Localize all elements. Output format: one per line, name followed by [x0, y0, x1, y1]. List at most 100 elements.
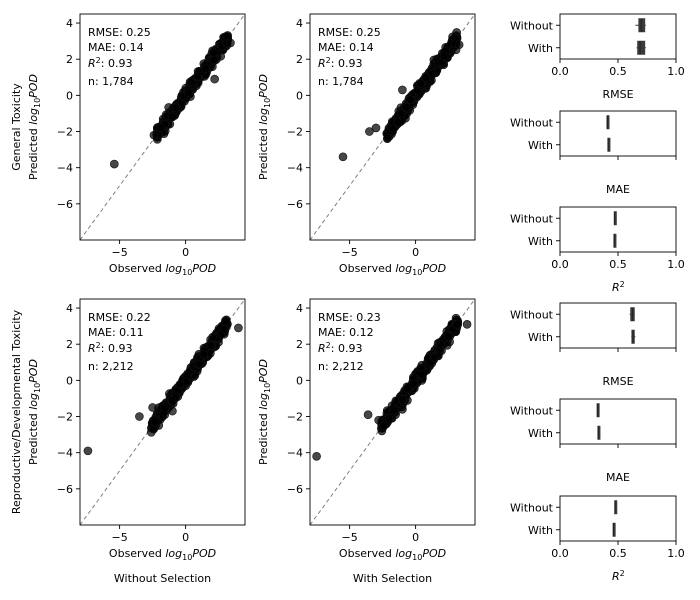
column-label: Without Selection [114, 572, 211, 585]
box-body [637, 40, 646, 55]
box-body [638, 18, 646, 33]
y-tick-label: −6 [57, 198, 73, 211]
y-axis-label: Predicted log10POD [257, 359, 272, 465]
category-label: Without [510, 19, 554, 32]
scatter-point [149, 130, 159, 140]
scatter-point [365, 127, 374, 136]
scatter-point [226, 38, 235, 48]
scatter-point [462, 320, 472, 329]
category-label: With [528, 427, 553, 440]
scatter-point [312, 451, 321, 461]
y-tick-label: 0 [66, 374, 73, 387]
plot-area [310, 14, 475, 240]
scatter-point [388, 124, 398, 134]
scatter-point [149, 424, 158, 434]
stat-n: n: 2,212 [88, 360, 134, 373]
axes-frame [79, 298, 246, 526]
x-axis-label: RMSE [602, 375, 633, 388]
y-tick-label: 0 [66, 89, 73, 102]
x-tick-label: 0 [182, 246, 189, 259]
x-tick-label: 1.0 [667, 258, 685, 271]
stat-mae: MAE: 0.14 [88, 41, 144, 54]
y-tick-label: 4 [296, 302, 303, 315]
y-tick-label: 2 [66, 53, 73, 66]
scatter-point [208, 332, 217, 342]
stat-rmse: RMSE: 0.23 [318, 311, 381, 324]
x-tick-label: 1.0 [667, 65, 685, 78]
x-axis-label: Observed log10POD [339, 262, 446, 277]
x-axis-label: MAE [606, 183, 630, 196]
scatter-panel-gt-with: −5 0 −6 −4 −2 0 2 4 RMSE: 0.25 MAE: 0.14 R2: 0.93 n… [257, 13, 476, 277]
y-tick-label: 0 [296, 374, 303, 387]
x-axis-label: Observed log10POD [339, 547, 446, 562]
scatter-point [396, 109, 406, 119]
y-tick-label: 4 [296, 17, 303, 30]
scatter-point [371, 123, 381, 133]
y-tick-label: 4 [66, 302, 73, 315]
scatter-point [168, 112, 177, 122]
x-tick-label: 0.5 [609, 547, 627, 560]
scatter-point [186, 77, 196, 87]
metric-panel-rdt-mae: Without With MAE [510, 398, 677, 484]
stat-r2: R2: 0.93 [318, 56, 362, 70]
scatter-point [454, 40, 464, 50]
scatter-point [416, 79, 425, 88]
x-tick-label: 0 [412, 531, 419, 544]
x-tick-label: 0.0 [551, 258, 569, 271]
scatter-point [363, 410, 373, 420]
axes-frame [309, 13, 476, 241]
y-tick-label: 2 [296, 53, 303, 66]
scatter-point [444, 332, 453, 341]
metric-panel-rdt-rmse: Without With RMSE [510, 302, 677, 388]
scatter-point [338, 152, 348, 162]
category-label: Without [510, 212, 554, 225]
scatter-panel-rdt-without: −5 0 −6 −4 −2 0 2 4 RMSE: 0.22 MAE: 0.11 R2: 0.93 n… [10, 298, 246, 585]
axes-frame [559, 13, 677, 60]
x-tick-label: −5 [111, 531, 127, 544]
x-axis-label: Observed log10POD [109, 262, 216, 277]
scatter-point [156, 123, 165, 133]
scatter-point [429, 353, 439, 362]
scatter-point [159, 403, 169, 413]
scatter-panel-rdt-with: −5 0 −6 −4 −2 0 2 4 RMSE: 0.23 MAE: 0.12 R2: 0.93 n… [257, 298, 476, 585]
y-tick-label: −2 [287, 126, 303, 139]
metric-panel-gt-r2: Without With 0.0 0.5 1.0 R2 [510, 206, 685, 294]
axes-frame [309, 298, 476, 526]
stat-r2: R2: 0.93 [318, 341, 362, 355]
scatter-point [83, 446, 93, 456]
stat-mae: MAE: 0.11 [88, 326, 144, 339]
y-axis-label: Predicted log10POD [27, 74, 42, 180]
row-label: General Toxicity [10, 83, 23, 171]
y-tick-label: −6 [287, 483, 303, 496]
scatter-point [393, 117, 403, 127]
x-tick-label: 0.0 [551, 65, 569, 78]
y-tick-label: −2 [57, 411, 73, 424]
scatter-point [379, 421, 389, 431]
category-label: Without [510, 404, 554, 417]
scatter-point [210, 74, 219, 84]
scatter-point [194, 359, 204, 369]
x-tick-label: −5 [111, 246, 127, 259]
plot-area [310, 299, 475, 525]
x-axis-label: RMSE [602, 88, 633, 101]
y-tick-label: 2 [296, 338, 303, 351]
category-label: With [528, 139, 553, 152]
x-tick-label: 0 [182, 531, 189, 544]
y-tick-label: −4 [287, 162, 303, 175]
y-tick-label: −2 [287, 411, 303, 424]
x-tick-label: 0.0 [551, 547, 569, 560]
scatter-point [398, 404, 407, 414]
axes-frame [559, 110, 677, 157]
row-label: Reproductive/Developmental Toxicity [10, 309, 23, 514]
scatter-point [171, 103, 180, 113]
scatter-point [150, 417, 160, 427]
y-tick-label: −4 [287, 447, 303, 460]
stat-n: n: 1,784 [318, 75, 364, 88]
scatter-point [436, 339, 445, 349]
scatter-point [167, 396, 177, 405]
scatter-point [148, 403, 157, 412]
x-axis-label: MAE [606, 471, 630, 484]
scatter-point [383, 133, 392, 143]
